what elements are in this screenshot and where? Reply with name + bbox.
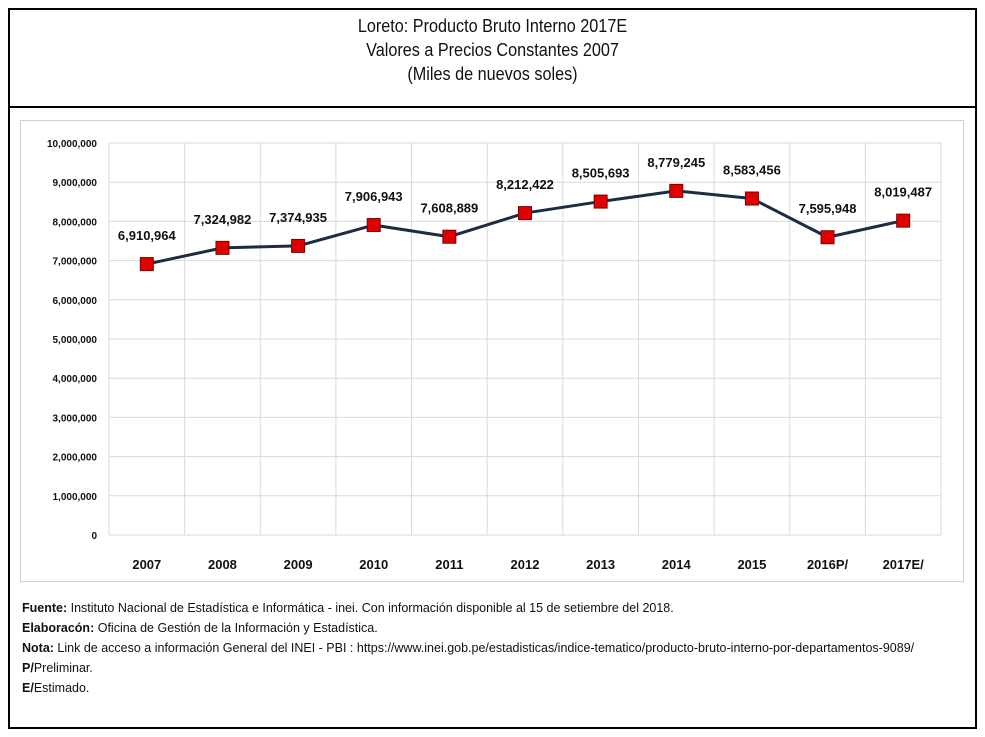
elaboration-note: Elaboracón: Oficina de Gestión de la Inf…	[22, 618, 962, 638]
preliminary-label: P/	[22, 661, 34, 675]
y-tick-label: 9,000,000	[53, 178, 98, 189]
y-tick-label: 6,000,000	[53, 296, 98, 307]
figure-frame: Loreto: Producto Bruto Interno 2017E Val…	[8, 8, 977, 729]
data-label: 7,374,935	[269, 210, 327, 225]
data-point-marker	[593, 194, 608, 209]
y-tick-label: 3,000,000	[53, 413, 98, 424]
y-tick-label: 4,000,000	[53, 374, 98, 385]
link-note-label: Nota:	[22, 641, 54, 655]
data-label: 8,505,693	[572, 166, 630, 181]
data-label: 7,324,982	[194, 212, 252, 227]
data-point-marker	[744, 191, 759, 206]
data-label: 7,595,948	[799, 201, 857, 216]
data-point-marker	[896, 213, 911, 228]
x-tick-label: 2016P/	[807, 557, 849, 572]
y-tick-label: 5,000,000	[53, 335, 98, 346]
data-label: 8,583,456	[723, 163, 781, 178]
data-point-marker	[820, 230, 835, 245]
data-point-marker	[139, 257, 154, 272]
x-tick-label: 2013	[586, 557, 615, 572]
estimated-label: E/	[22, 681, 34, 695]
data-point-marker	[215, 240, 230, 255]
preliminary-text: Preliminar.	[33, 661, 93, 675]
chart-subtitle: Valores a Precios Constantes 2007	[366, 40, 619, 60]
x-tick-label: 2010	[359, 557, 388, 572]
chart-area: 0 1,000,000 2,000,000 3,000,000 4,000,000 5,0…	[20, 120, 964, 582]
y-tick-label: 2,000,000	[53, 453, 98, 464]
data-label: 7,608,889	[420, 201, 478, 216]
y-tick-label: 10,000,000	[47, 139, 97, 150]
data-label: 6,910,964	[118, 228, 177, 243]
elaboration-label: Elaboracón:	[22, 621, 95, 635]
data-label: 8,212,422	[496, 177, 554, 192]
data-label: 8,779,245	[647, 155, 705, 170]
x-tick-label: 2009	[284, 557, 313, 572]
data-point-marker	[442, 229, 457, 244]
estimated-note: E/Estimado.	[22, 678, 962, 698]
link-note: Nota: Link de acceso a información Gener…	[22, 638, 962, 658]
source-note: Fuente: Instituto Nacional de Estadístic…	[22, 598, 962, 618]
source-text: Instituto Nacional de Estadística e Info…	[67, 601, 674, 615]
chart-units: (Miles de nuevos soles)	[407, 64, 578, 84]
title-box: Loreto: Producto Bruto Interno 2017E Val…	[10, 10, 975, 108]
data-label: 7,906,943	[345, 189, 403, 204]
data-point-marker	[366, 218, 381, 233]
preliminary-note: P/Preliminar.	[22, 658, 962, 678]
x-tick-label: 2007	[132, 557, 161, 572]
estimated-text: Estimado.	[33, 681, 90, 695]
x-tick-label: 2011	[435, 557, 463, 572]
data-point-marker	[518, 206, 532, 221]
line-chart: 0 1,000,000 2,000,000 3,000,000 4,000,000 5,0…	[47, 139, 942, 572]
data-point-marker	[291, 238, 306, 253]
elaboration-text: Oficina de Gestión de la Información y E…	[94, 621, 378, 635]
x-tick-label: 2015	[737, 557, 766, 572]
y-tick-label: 7,000,000	[53, 257, 98, 268]
data-point-marker	[669, 183, 684, 198]
source-label: Fuente:	[22, 601, 68, 615]
x-tick-label: 2014	[662, 557, 692, 572]
x-tick-label: 2017E/	[883, 557, 925, 572]
y-tick-label: 8,000,000	[53, 217, 98, 228]
chart-title: Loreto: Producto Bruto Interno 2017E	[357, 16, 628, 36]
link-note-text: Link de acceso a información General del…	[53, 641, 915, 655]
notes-section: Fuente: Instituto Nacional de Estadístic…	[22, 598, 962, 698]
y-tick-label: 0	[91, 531, 97, 542]
x-tick-label: 2012	[511, 557, 540, 572]
y-tick-label: 1,000,000	[53, 492, 98, 503]
data-label: 8,019,487	[874, 185, 932, 200]
x-tick-label: 2008	[208, 557, 237, 572]
